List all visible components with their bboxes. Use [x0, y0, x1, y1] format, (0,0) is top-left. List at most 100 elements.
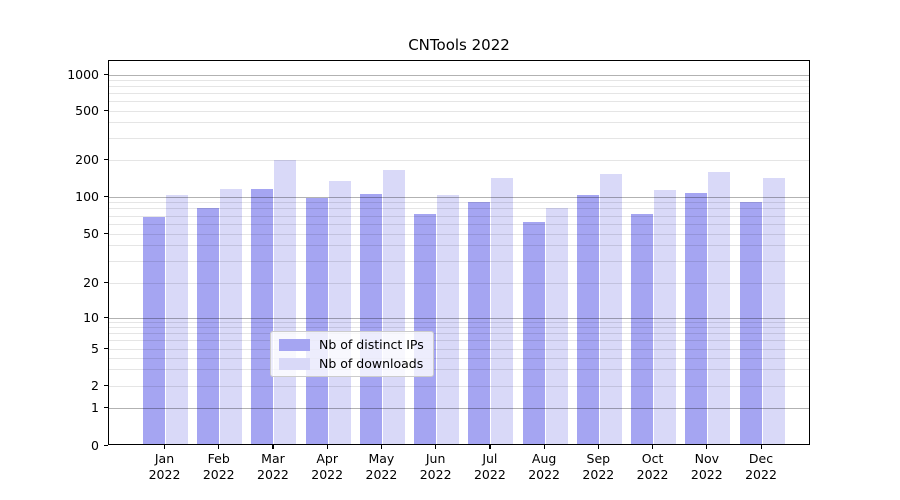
- bar-distinct-ips-mar: [251, 188, 274, 444]
- minor-gridline-7: [109, 333, 809, 335]
- major-gridline-1: [109, 407, 809, 409]
- y-tick-label-0: 0: [91, 437, 99, 453]
- minor-gridline-300: [109, 137, 809, 139]
- minor-gridline-9: [109, 322, 809, 324]
- minor-gridline-3: [109, 369, 809, 371]
- y-tick-label-500: 500: [75, 102, 99, 118]
- y-tick-mark-100: [103, 195, 108, 197]
- x-tick-mark-apr: [326, 445, 328, 449]
- bar-downloads-dec: [762, 177, 785, 444]
- minor-gridline-700: [109, 93, 809, 95]
- x-tick-label-oct: Oct 2022: [636, 451, 669, 482]
- x-tick-label-jun: Jun 2022: [419, 451, 452, 482]
- y-tick-mark-2: [103, 384, 108, 386]
- y-tick-label-2: 2: [91, 377, 99, 393]
- bar-downloads-feb: [220, 188, 243, 444]
- minor-gridline-80: [109, 208, 809, 210]
- bar-downloads-may: [382, 169, 405, 444]
- major-gridline-1000: [109, 74, 809, 76]
- bar-downloads-jun: [437, 195, 460, 444]
- bar-distinct-ips-may: [359, 194, 382, 444]
- plot-area: [108, 60, 810, 445]
- bar-downloads-nov: [708, 172, 731, 444]
- minor-gridline-200: [109, 159, 809, 161]
- bar-downloads-sep: [599, 174, 622, 444]
- minor-gridline-2: [109, 385, 809, 387]
- bar-downloads-jul: [491, 178, 514, 444]
- bar-distinct-ips-jul: [468, 202, 491, 444]
- bar-distinct-ips-apr: [305, 197, 328, 444]
- x-tick-label-aug: Aug 2022: [528, 451, 561, 482]
- minor-gridline-50: [109, 233, 809, 235]
- y-tick-mark-50: [103, 232, 108, 234]
- y-tick-mark-5: [103, 347, 108, 349]
- y-tick-label-50: 50: [83, 225, 99, 241]
- bar-distinct-ips-nov: [685, 193, 708, 444]
- y-tick-mark-200: [103, 158, 108, 160]
- bar-distinct-ips-jan: [143, 217, 165, 444]
- y-tick-mark-1000: [103, 73, 108, 75]
- x-tick-label-feb: Feb 2022: [202, 451, 235, 482]
- minor-gridline-500: [109, 110, 809, 112]
- minor-gridline-40: [109, 245, 809, 247]
- bar-downloads-aug: [545, 208, 568, 444]
- x-tick-mark-may: [380, 445, 383, 449]
- x-tick-label-jul: Jul 2022: [473, 451, 506, 482]
- y-tick-label-100: 100: [75, 188, 99, 204]
- bar-distinct-ips-oct: [631, 214, 654, 444]
- legend-swatch-distinct-ips: [279, 338, 310, 351]
- x-tick-label-sep: Sep 2022: [582, 451, 615, 482]
- x-tick-mark-mar: [272, 445, 274, 449]
- bar-distinct-ips-dec: [739, 201, 762, 444]
- minor-gridline-4: [109, 357, 809, 359]
- x-tick-mark-nov: [706, 445, 708, 449]
- bar-downloads-apr: [328, 181, 351, 444]
- legend-label-downloads: Nb of downloads: [319, 356, 424, 371]
- x-tick-label-may: May 2022: [365, 451, 398, 482]
- legend: Nb of distinct IPs Nb of downloads: [270, 331, 434, 377]
- y-tick-mark-10: [103, 316, 108, 318]
- bar-downloads-oct: [654, 189, 677, 444]
- y-tick-label-1000: 1000: [67, 66, 99, 82]
- x-tick-mark-aug: [543, 445, 545, 449]
- legend-label-distinct-ips: Nb of distinct IPs: [319, 337, 424, 352]
- x-tick-label-dec: Dec 2022: [745, 451, 777, 482]
- y-tick-label-20: 20: [83, 274, 99, 290]
- legend-entry-distinct-ips: Nb of distinct IPs: [279, 337, 424, 352]
- legend-entry-downloads: Nb of downloads: [279, 356, 424, 371]
- chart-title: CNTools 2022: [408, 36, 510, 54]
- minor-gridline-70: [109, 215, 809, 217]
- major-gridline-100: [109, 196, 809, 198]
- y-tick-mark-1: [103, 406, 108, 408]
- bar-distinct-ips-aug: [522, 222, 545, 444]
- x-tick-mark-jun: [435, 445, 437, 449]
- y-tick-label-10: 10: [83, 309, 99, 325]
- minor-gridline-400: [109, 122, 809, 124]
- x-tick-mark-sep: [597, 445, 600, 449]
- minor-gridline-800: [109, 86, 809, 88]
- x-tick-mark-jul: [489, 445, 491, 449]
- x-tick-label-nov: Nov 2022: [690, 451, 723, 482]
- y-tick-mark-0: [103, 444, 108, 446]
- x-tick-mark-jan: [164, 445, 166, 449]
- major-gridline-10: [109, 317, 809, 319]
- x-tick-label-mar: Mar 2022: [257, 451, 289, 482]
- y-tick-label-5: 5: [91, 340, 99, 356]
- bar-distinct-ips-jun: [414, 214, 437, 444]
- minor-gridline-5: [109, 348, 809, 350]
- y-tick-label-1: 1: [91, 399, 99, 415]
- x-tick-mark-oct: [652, 445, 654, 449]
- minor-gridline-90: [109, 202, 809, 204]
- x-tick-label-jan: Jan 2022: [148, 451, 181, 482]
- minor-gridline-8: [109, 327, 809, 329]
- minor-gridline-600: [109, 101, 809, 103]
- minor-gridline-900: [109, 79, 809, 81]
- bar-distinct-ips-feb: [197, 208, 220, 444]
- minor-gridline-6: [109, 340, 809, 342]
- minor-gridline-30: [109, 260, 809, 262]
- legend-swatch-downloads: [279, 357, 310, 370]
- bar-downloads-jan: [166, 195, 188, 444]
- x-tick-mark-feb: [218, 445, 220, 449]
- minor-gridline-60: [109, 223, 809, 225]
